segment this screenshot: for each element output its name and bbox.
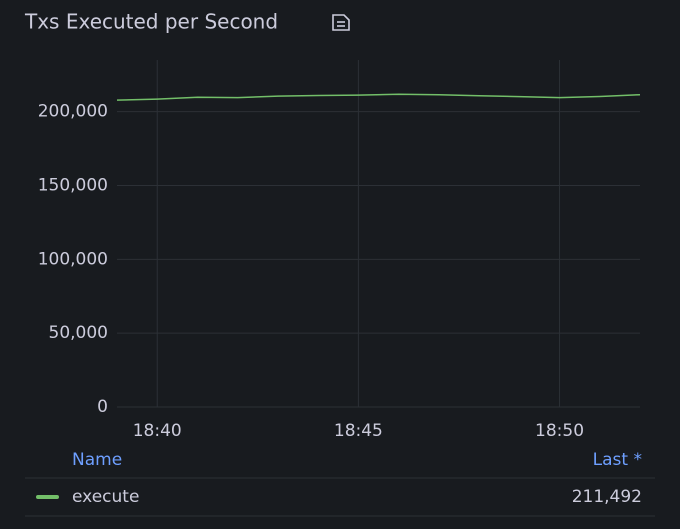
x-tick-label: 18:45 [334, 421, 383, 441]
x-tick-label: 18:40 [133, 421, 182, 441]
legend-last-value: 211,492 [572, 487, 642, 507]
y-tick-label: 200,000 [38, 102, 108, 122]
panel-info-icon[interactable] [332, 14, 350, 31]
y-tick-label: 50,000 [49, 323, 108, 343]
legend-name[interactable]: execute [72, 487, 139, 507]
chart-title: Txs Executed per Second [24, 10, 278, 34]
y-tick-label: 0 [97, 397, 108, 417]
series-line [116, 93, 641, 101]
x-tick-label: 18:50 [535, 421, 584, 441]
y-tick-label: 150,000 [38, 176, 108, 196]
legend-header-last[interactable]: Last * [593, 450, 642, 470]
legend-header-name[interactable]: Name [72, 450, 122, 470]
y-tick-label: 100,000 [38, 249, 108, 269]
